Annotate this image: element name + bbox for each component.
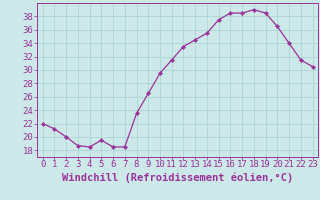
X-axis label: Windchill (Refroidissement éolien,°C): Windchill (Refroidissement éolien,°C) [62,172,293,183]
